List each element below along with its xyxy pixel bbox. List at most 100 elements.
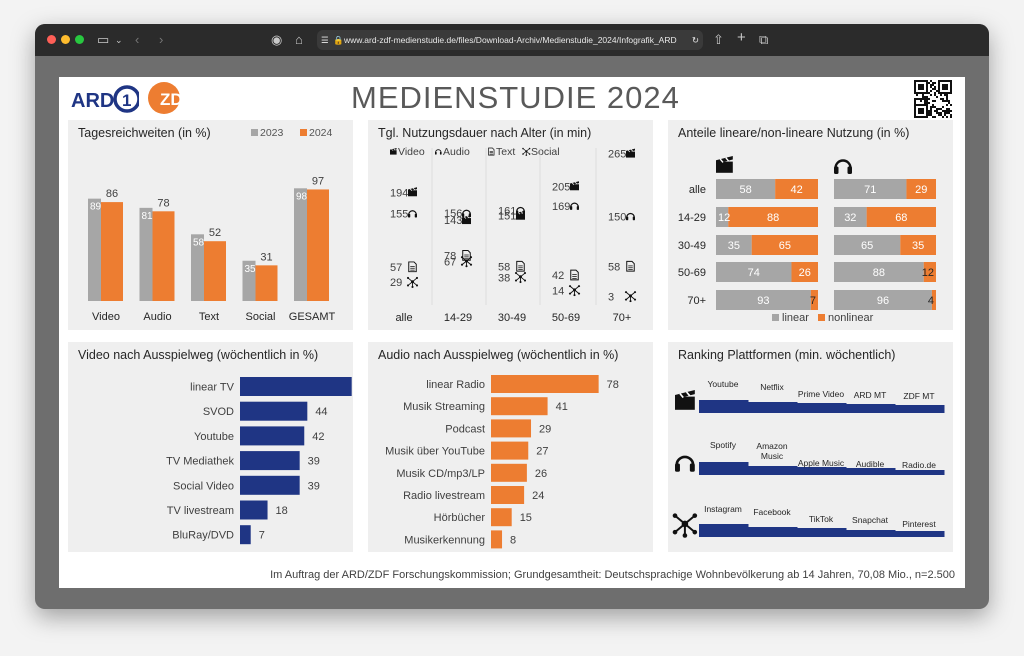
- qr-module: [918, 84, 920, 86]
- label-2024-video: 86: [106, 188, 118, 200]
- qr-module: [940, 94, 942, 96]
- qr-module: [942, 106, 944, 108]
- value-audio-alle: 155: [390, 209, 408, 221]
- zoom-window-button[interactable]: [75, 35, 84, 44]
- audio-channel-bar: [491, 463, 527, 482]
- label-nonlinear-video-14-29: 88: [767, 212, 779, 224]
- audio-channel-label: Musik Streaming: [403, 401, 485, 413]
- qr-module: [934, 88, 936, 90]
- earcup-left: [408, 213, 411, 218]
- qr-module: [926, 100, 928, 102]
- headband: [462, 209, 471, 215]
- page-menu-icon[interactable]: ☰: [321, 35, 329, 45]
- age-label-30-49: 30-49: [498, 312, 526, 324]
- doc-outline: [516, 260, 525, 272]
- audio-channel-label: linear Radio: [426, 379, 485, 391]
- share-icon[interactable]: ⇧: [713, 32, 724, 47]
- doc-outline: [462, 250, 471, 261]
- browser-window: ▭ ⌄ ‹ › ◉ ⌂ ☰ 🔒 www.ard-zdf-medienstudie…: [35, 24, 989, 609]
- qr-module: [946, 100, 948, 102]
- qr-module: [946, 116, 948, 118]
- audio-channel-bar: [491, 419, 532, 438]
- back-icon[interactable]: ‹: [135, 32, 140, 47]
- audio-channel-value: 29: [539, 423, 551, 435]
- qr-module: [914, 110, 916, 112]
- platform-label: Audible: [855, 459, 885, 469]
- audio-channel-label: Musik über YouTube: [385, 446, 485, 458]
- node-outer: [629, 300, 632, 303]
- new-tab-icon[interactable]: +: [737, 29, 746, 46]
- privacy-icon[interactable]: ◉: [271, 32, 283, 47]
- label-2024-audio: 78: [157, 197, 169, 209]
- audio-channel-label: Podcast: [445, 423, 485, 435]
- qr-module: [926, 84, 928, 86]
- node-outer: [692, 529, 698, 535]
- qr-module: [948, 92, 950, 94]
- label-linear-audio-30-49: 65: [861, 240, 873, 252]
- clapper-body: [462, 218, 471, 225]
- home-icon[interactable]: ⌂: [295, 32, 303, 47]
- label-2024-gesamt: 97: [312, 175, 324, 187]
- qr-module: [922, 86, 924, 88]
- video-channel-value: 39: [308, 480, 320, 492]
- bar-nonlinear-audio-50-69: [923, 262, 936, 282]
- qr-module: [918, 88, 920, 90]
- qr-module: [946, 96, 948, 98]
- qr-module: [924, 100, 926, 102]
- marker-social-icon: [460, 256, 473, 268]
- minimize-window-button[interactable]: [61, 35, 70, 44]
- platform-label: Snapchat: [852, 515, 888, 525]
- qr-module: [930, 90, 932, 92]
- address-bar[interactable]: ☰ 🔒 www.ard-zdf-medienstudie.de/files/Do…: [317, 30, 703, 50]
- qr-module: [926, 110, 928, 112]
- marker-social-icon: [514, 271, 527, 284]
- label-nonlinear-video-30-49: 65: [779, 240, 791, 252]
- qr-module: [924, 98, 926, 100]
- bar-linear-audio-14-29: [834, 207, 867, 227]
- category-label-video: Video: [92, 311, 120, 323]
- forward-icon[interactable]: ›: [159, 32, 164, 47]
- qr-module: [916, 80, 918, 82]
- platform-bar-facebook: [748, 527, 798, 537]
- qr-module: [928, 82, 930, 84]
- qr-module: [914, 82, 916, 84]
- qr-module: [926, 112, 928, 114]
- qr-module: [944, 88, 946, 90]
- qr-module: [946, 112, 948, 114]
- video-channel-bar: [240, 451, 300, 471]
- headband: [570, 202, 579, 208]
- audio-channel-label: Musikerkennung: [404, 534, 485, 546]
- qr-module: [938, 82, 940, 84]
- legend-label-social: Social: [531, 146, 560, 158]
- platform-bar-amazonmusic: [748, 466, 798, 475]
- platform-bar-zdfmt: [895, 405, 945, 413]
- qr-module: [938, 114, 940, 116]
- qr-module: [914, 106, 916, 108]
- qr-module: [934, 110, 936, 112]
- qr-module: [934, 116, 936, 118]
- headband: [675, 455, 695, 466]
- qr-module: [930, 114, 932, 116]
- chevron-down-icon[interactable]: ⌄: [115, 35, 123, 45]
- node-outer: [573, 294, 576, 297]
- close-window-button[interactable]: [47, 35, 56, 44]
- sidebar-icon[interactable]: ▭: [97, 32, 110, 47]
- qr-module: [946, 98, 948, 100]
- panel-audio-ausspielweg: Audio nach Ausspielweg (wöchentlich in %…: [368, 342, 653, 552]
- legend-headphones-icon: [435, 149, 442, 155]
- url-text[interactable]: www.ard-zdf-medienstudie.de/files/Downlo…: [344, 35, 677, 45]
- label-nonlinear-audio-alle: 29: [915, 184, 927, 196]
- tabs-overview-icon[interactable]: ⧉: [759, 32, 769, 47]
- qr-module: [938, 84, 940, 86]
- qr-module: [946, 110, 948, 112]
- qr-module: [932, 84, 934, 86]
- reload-icon[interactable]: ↻: [688, 30, 699, 50]
- clapper-body: [390, 150, 397, 155]
- qr-module: [920, 80, 922, 82]
- audio-channel-label: Radio livestream: [403, 490, 485, 502]
- qr-module: [948, 108, 950, 110]
- headband: [516, 206, 525, 212]
- node-outer: [672, 529, 678, 535]
- chart-audio-ausspielweg: linear Radio 78 Musik Streaming 41 Podcast 29…: [385, 375, 619, 549]
- qr-code[interactable]: [914, 80, 952, 118]
